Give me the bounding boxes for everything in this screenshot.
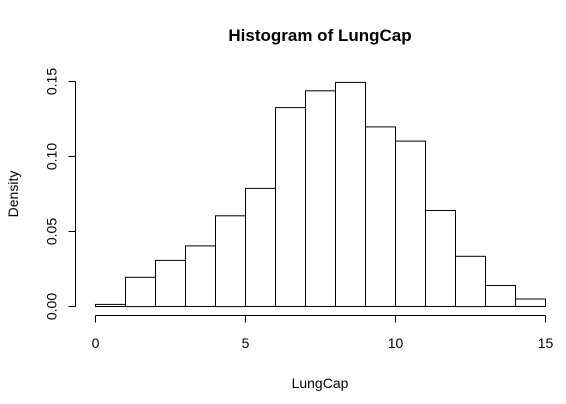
x-tick-label: 15 [538, 335, 554, 351]
histogram-bar [395, 140, 426, 307]
histogram-bar [515, 298, 546, 307]
histogram-bar [215, 215, 246, 308]
x-tick-label: 0 [92, 335, 100, 351]
histogram-bar [425, 210, 456, 307]
y-tick-label: 0.15 [44, 68, 60, 95]
x-tick-label: 5 [242, 335, 250, 351]
bars-group [95, 81, 546, 308]
histogram-bar [305, 90, 336, 307]
y-tick-label: 0.00 [44, 293, 60, 320]
x-axis-label: LungCap [292, 375, 349, 391]
histogram-bar [95, 303, 126, 307]
x-tick-label: 10 [388, 335, 404, 351]
y-tick-label: 0.10 [44, 143, 60, 170]
histogram-bar [365, 126, 396, 308]
y-axis-label: Density [5, 171, 21, 218]
histogram-bar [245, 187, 276, 307]
histogram-bar [455, 255, 486, 308]
histogram-bar [185, 245, 216, 307]
histogram-bar [155, 259, 186, 307]
histogram-bar [485, 285, 516, 307]
histogram-bar [125, 276, 156, 308]
y-axis: 0.00 0.05 0.10 0.15 [44, 68, 76, 320]
chart-title: Histogram of LungCap [228, 26, 411, 45]
y-tick-label: 0.05 [44, 218, 60, 245]
x-axis: 0 5 10 15 [92, 315, 554, 351]
histogram-bar [275, 107, 306, 307]
histogram-bar [335, 81, 366, 308]
